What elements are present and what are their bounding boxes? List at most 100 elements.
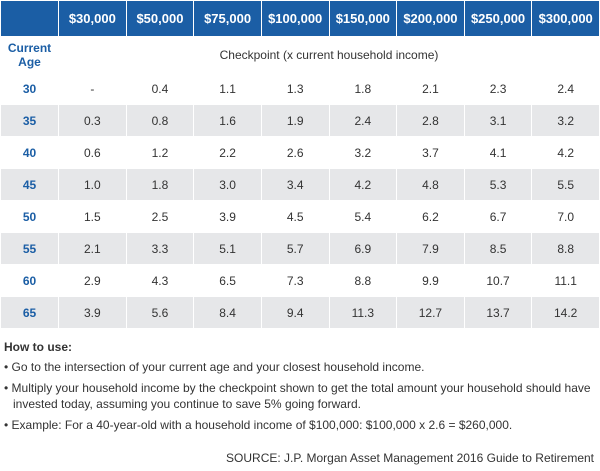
checkpoint-cell: 1.2 [125,136,195,169]
income-header: $30,000 [58,0,127,37]
data-row: 45 1.0 1.8 3.0 3.4 4.2 4.8 5.3 5.5 [0,168,600,201]
checkpoint-cell: 4.2 [328,168,398,201]
data-row: 30-0.4 1.1 1.3 1.8 2.1 2.3 2.4 [0,72,600,105]
checkpoint-cell: 8.8 [531,232,600,265]
checkpoint-cell: 1.0 [58,168,127,201]
notes: How to use: • Go to the intersection of … [4,339,596,438]
checkpoint-cell: 8.5 [463,232,533,265]
income-header: $150,000 [328,0,398,37]
checkpoint-cell: 7.3 [260,264,330,297]
checkpoint-cell: 1.8 [125,168,195,201]
checkpoint-cell: 4.5 [260,200,330,233]
checkpoint-cell: 3.0 [193,168,262,201]
checkpoint-cell: 3.9 [58,296,127,329]
checkpoint-cell: 12.7 [396,296,465,329]
checkpoint-cell: 6.7 [463,200,533,233]
note-text: Go to the intersection of your current a… [11,360,425,374]
age-cell: 35 [0,104,59,137]
checkpoint-cell: 13.7 [463,296,533,329]
checkpoint-cell: 1.5 [58,200,127,233]
checkpoint-cell: 5.5 [531,168,600,201]
note-text: Multiply your household income by the ch… [11,381,591,411]
checkpoint-cell: 9.4 [260,296,330,329]
checkpoint-cell: 3.9 [193,200,262,233]
checkpoint-cell: 3.7 [396,136,465,169]
source: SOURCE: J.P. Morgan Asset Management 201… [226,451,594,465]
note-text: Example: For a 40-year-old with a househ… [11,418,513,432]
checkpoint-cell: 5.3 [463,168,533,201]
data-row: 65 3.9 5.6 8.4 9.4 11.3 12.7 13.7 14.2 [0,296,600,329]
age-cell: 60 [0,264,59,297]
checkpoint-cell: 9.9 [396,264,465,297]
age-cell: 65 [0,296,59,329]
corner-cell [0,0,59,37]
checkpoint-cell: 5.1 [193,232,262,265]
data-row: 35 0.3 0.8 1.6 1.9 2.4 2.8 3.1 3.2 [0,104,600,137]
checkpoint-cell: 0.8 [125,104,195,137]
checkpoint-cell: 1.8 [328,72,398,105]
checkpoint-cell: 2.6 [260,136,330,169]
checkpoint-cell: 7.9 [396,232,465,265]
income-header: $200,000 [396,0,465,37]
checkpoint-cell: 8.8 [328,264,398,297]
checkpoint-cell: 4.1 [463,136,533,169]
note-item: • Go to the intersection of your current… [4,360,425,374]
checkpoint-cell: 11.1 [531,264,600,297]
checkpoint-cell: 2.5 [125,200,195,233]
checkpoint-cell: 7.0 [531,200,600,233]
checkpoint-cell: 5.4 [328,200,398,233]
notes-title: How to use: [4,340,72,354]
checkpoint-cell: 6.9 [328,232,398,265]
checkpoint-cell: 2.2 [193,136,262,169]
data-row: 55 2.1 3.3 5.1 5.7 6.9 7.9 8.5 8.8 [0,232,600,265]
checkpoint-cell: 2.8 [396,104,465,137]
checkpoint-cell: 5.7 [260,232,330,265]
checkpoint-cell: - [58,72,127,105]
checkpoint-cell: 5.6 [125,296,195,329]
checkpoint-cell: 6.5 [193,264,262,297]
note-item: • Example: For a 40-year-old with a hous… [4,418,513,432]
checkpoint-cell: 10.7 [463,264,533,297]
checkpoint-cell: 3.3 [125,232,195,265]
checkpoint-cell: 2.4 [531,72,600,105]
checkpoint-label: Checkpoint (x current household income) [58,36,600,73]
checkpoint-cell: 3.4 [260,168,330,201]
checkpoint-cell: 1.9 [260,104,330,137]
data-row: 50 1.5 2.5 3.9 4.5 5.4 6.2 6.7 7.0 [0,200,600,233]
checkpoint-cell: 3.2 [328,136,398,169]
income-header: $250,000 [463,0,533,37]
checkpoint-cell: 8.4 [193,296,262,329]
header-row: $30,000 $50,000 $75,000 $100,000 $150,000 $20… [0,0,600,37]
checkpoint-cell: 1.3 [260,72,330,105]
checkpoint-cell: 3.1 [463,104,533,137]
checkpoint-cell: 3.2 [531,104,600,137]
income-header: $50,000 [125,0,195,37]
checkpoint-cell: 0.6 [58,136,127,169]
checkpoint-table: $30,000 $50,000 $75,000 $100,000 $150,000 $20… [0,0,600,329]
age-cell: 55 [0,232,59,265]
checkpoint-cell: 2.1 [58,232,127,265]
data-row: 60 2.9 4.3 6.5 7.3 8.8 9.9 10.7 11.1 [0,264,600,297]
checkpoint-cell: 2.9 [58,264,127,297]
income-header: $75,000 [193,0,262,37]
age-cell: 50 [0,200,59,233]
checkpoint-cell: 4.8 [396,168,465,201]
checkpoint-cell: 1.6 [193,104,262,137]
checkpoint-cell: 2.3 [463,72,533,105]
data-row: 40 0.6 1.2 2.2 2.6 3.2 3.7 4.1 4.2 [0,136,600,169]
subheader-row: Current Age Checkpoint (x current househ… [0,36,600,73]
checkpoint-cell: 6.2 [396,200,465,233]
checkpoint-cell: 14.2 [531,296,600,329]
checkpoint-cell: 2.1 [396,72,465,105]
age-cell: 40 [0,136,59,169]
checkpoint-cell: 11.3 [328,296,398,329]
checkpoint-cell: 1.1 [193,72,262,105]
checkpoint-cell: 4.3 [125,264,195,297]
checkpoint-cell: 0.3 [58,104,127,137]
note-item: • Multiply your household income by the … [4,381,591,411]
age-cell: 30 [0,72,59,105]
checkpoint-cell: 0.4 [125,72,195,105]
checkpoint-cell: 2.4 [328,104,398,137]
age-label: Current Age [0,36,59,73]
